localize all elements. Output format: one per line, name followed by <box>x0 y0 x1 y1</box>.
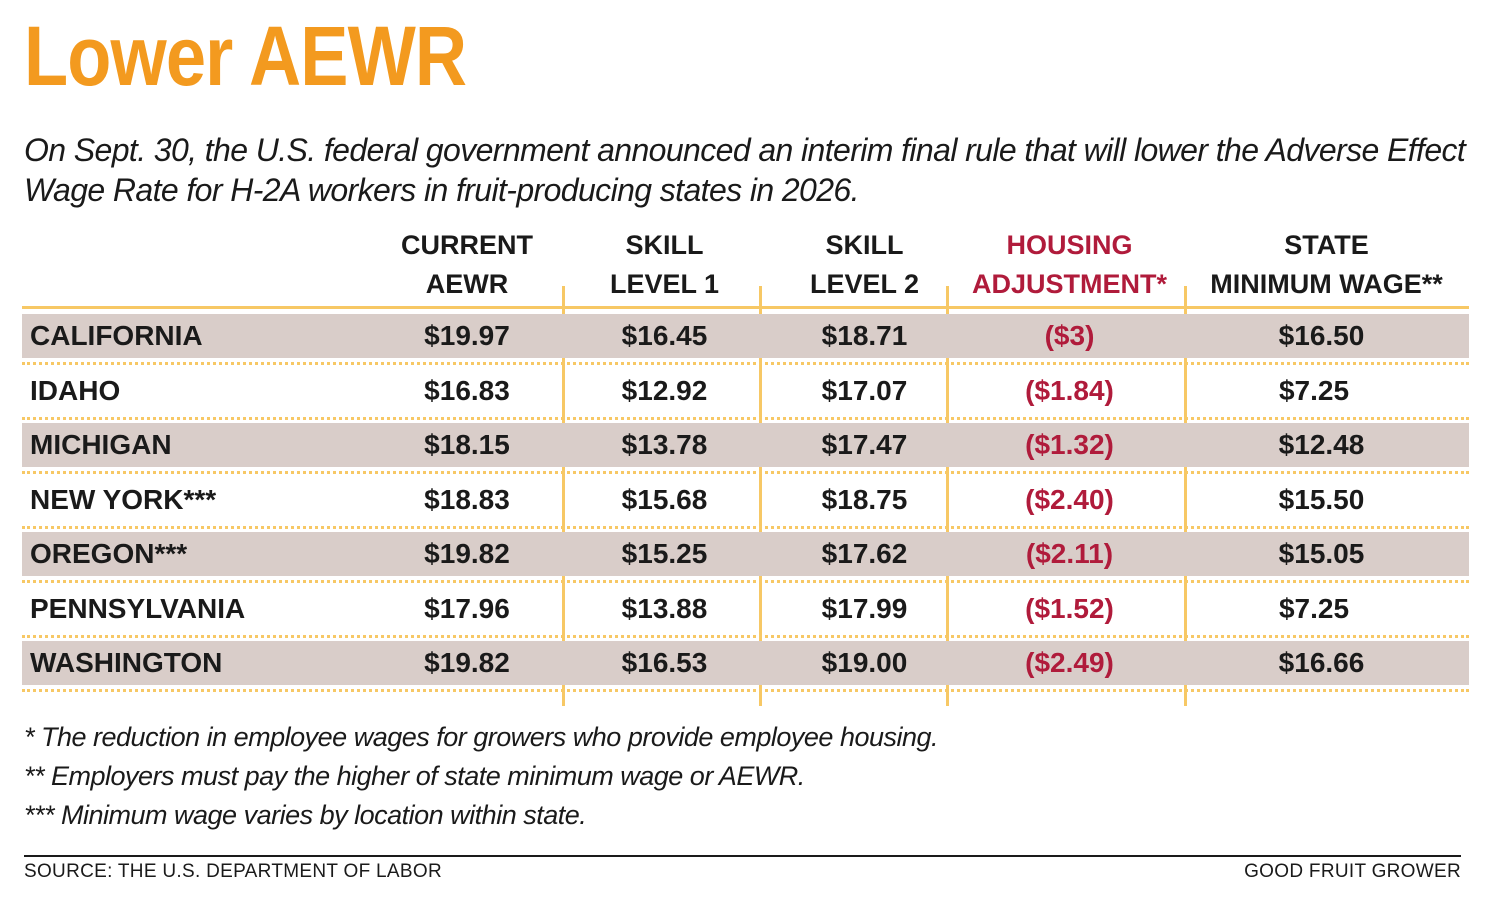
skill-level-1-cell: $15.25 <box>621 538 708 569</box>
state-name: WASHINGTON <box>30 647 223 678</box>
skill-level-1-cell: $13.88 <box>621 592 708 624</box>
state-name: MICHIGAN <box>30 429 172 460</box>
housing-adjustment-cell: ($1.52) <box>1025 592 1114 624</box>
state-minimum-wage-cell: $7.25 <box>1278 592 1350 624</box>
state-name: NEW YORK*** <box>30 483 217 515</box>
skill-level-2-cell: $18.71 <box>821 320 908 351</box>
wage-table: CURRENT AEWR SKILL LEVEL 1 SKILL LEVEL 2… <box>22 226 1469 706</box>
table-header: CURRENT AEWR SKILL LEVEL 1 SKILL LEVEL 2… <box>22 226 1469 306</box>
state-minimum-wage-cell: $15.05 <box>1278 538 1365 569</box>
skill-level-2-cell: $18.75 <box>821 483 908 515</box>
state-name: OREGON*** <box>30 538 188 569</box>
source-credit: SOURCE: THE U.S. DEPARTMENT OF LABOR <box>24 861 442 882</box>
table-row: IDAHO $16.83 $12.92 $17.07 ($1.84) $7.25 <box>22 369 1469 420</box>
state-minimum-wage-cell: $7.25 <box>1278 374 1350 406</box>
table-row: CALIFORNIA $19.97 $16.45 $18.71 ($3) $16… <box>22 314 1469 365</box>
skill-level-1-cell: $15.68 <box>621 483 708 515</box>
table-row: MICHIGAN $18.15 $13.78 $17.47 ($1.32) $1… <box>22 423 1469 474</box>
housing-adjustment-cell: ($2.40) <box>1025 483 1114 515</box>
table-row: PENNSYLVANIA $17.96 $13.88 $17.99 ($1.52… <box>22 587 1469 638</box>
table-row: OREGON*** $19.82 $15.25 $17.62 ($2.11) $… <box>22 532 1469 583</box>
current-aewr-cell: $17.96 <box>424 592 510 624</box>
skill-level-1-cell: $16.53 <box>621 647 708 678</box>
housing-adjustment-cell: ($2.49) <box>1025 647 1114 678</box>
state-minimum-wage-cell: $12.48 <box>1278 429 1365 460</box>
column-divider <box>562 286 565 706</box>
footnote-minimum-wage: ** Employers must pay the higher of stat… <box>24 761 805 791</box>
footer-rule <box>24 855 1461 857</box>
table-body: CALIFORNIA $19.97 $16.45 $18.71 ($3) $16… <box>22 314 1469 696</box>
skill-level-2-cell: $17.07 <box>821 374 908 406</box>
state-minimum-wage-cell: $16.50 <box>1278 320 1365 351</box>
skill-level-2-cell: $17.99 <box>821 592 908 624</box>
current-aewr-cell: $18.83 <box>424 483 510 515</box>
state-name: IDAHO <box>30 374 121 406</box>
column-divider <box>759 286 762 706</box>
current-aewr-cell: $18.15 <box>424 429 510 460</box>
table-row: NEW YORK*** $18.83 $15.68 $18.75 ($2.40)… <box>22 478 1469 529</box>
header-rule <box>22 306 1469 309</box>
table-row: WASHINGTON $19.82 $16.53 $19.00 ($2.49) … <box>22 641 1469 692</box>
footnote-housing: * The reduction in employee wages for gr… <box>24 722 939 752</box>
housing-adjustment-cell: ($1.32) <box>1025 429 1114 460</box>
state-minimum-wage-cell: $16.66 <box>1278 647 1365 678</box>
header-skill-level-2: SKILL LEVEL 2 <box>809 230 920 299</box>
header-current-aewr: CURRENT AEWR <box>401 230 533 299</box>
current-aewr-cell: $16.83 <box>424 374 510 406</box>
current-aewr-cell: $19.97 <box>424 320 510 351</box>
footnote-location: *** Minimum wage varies by location with… <box>24 800 587 830</box>
skill-level-1-cell: $12.92 <box>621 374 708 406</box>
subtitle: On Sept. 30, the U.S. federal government… <box>24 132 1466 208</box>
footnotes: * The reduction in employee wages for gr… <box>24 718 939 835</box>
header-state-minimum-wage: STATE MINIMUM WAGE** <box>1210 230 1443 299</box>
current-aewr-cell: $19.82 <box>424 538 510 569</box>
housing-adjustment-cell: ($2.11) <box>1025 538 1114 569</box>
skill-level-1-cell: $13.78 <box>621 429 708 460</box>
skill-level-1-cell: $16.45 <box>621 320 708 351</box>
page-title: Lower AEWR <box>24 9 467 103</box>
state-name: PENNSYLVANIA <box>30 592 246 624</box>
publisher-credit: GOOD FRUIT GROWER <box>1244 861 1461 882</box>
column-divider <box>1184 286 1187 706</box>
skill-level-2-cell: $17.62 <box>821 538 908 569</box>
column-divider <box>946 286 949 706</box>
header-housing-adjustment: HOUSING ADJUSTMENT* <box>971 230 1167 299</box>
header-skill-level-1: SKILL LEVEL 1 <box>609 230 720 299</box>
housing-adjustment-cell: ($3) <box>1044 320 1095 351</box>
housing-adjustment-cell: ($1.84) <box>1025 374 1114 406</box>
skill-level-2-cell: $19.00 <box>821 647 908 678</box>
current-aewr-cell: $19.82 <box>424 647 510 678</box>
state-minimum-wage-cell: $15.50 <box>1278 483 1365 515</box>
skill-level-2-cell: $17.47 <box>821 429 908 460</box>
state-name: CALIFORNIA <box>30 320 203 351</box>
